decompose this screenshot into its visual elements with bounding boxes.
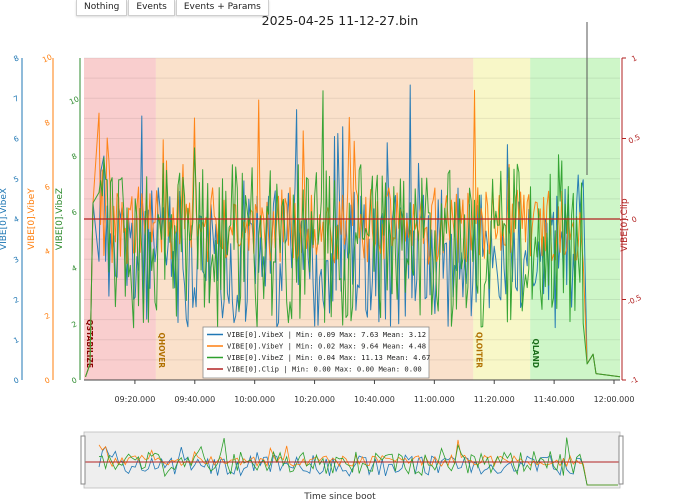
- legend-item-vibez: VIBE[0].VibeZ | Min: 0.04 Max: 11.13 Mea…: [227, 353, 430, 362]
- x-tick-label: 11:20.000: [474, 395, 515, 404]
- nothing-button[interactable]: Nothing: [76, 0, 128, 16]
- y-tick-label-vibex: 3: [12, 255, 20, 265]
- y-tick-label-vibey: 10: [41, 52, 54, 64]
- toolbar: Nothing Events Events + Params: [76, 0, 270, 16]
- events-params-button[interactable]: Events + Params: [175, 0, 269, 16]
- x-axis-title: Time since boot: [304, 492, 376, 502]
- y-tick-label-clip: -0.5: [626, 293, 643, 307]
- navigator-line-vibex: [98, 445, 618, 486]
- y-tick-label-vibez: 10: [68, 94, 81, 106]
- y-tick-label-vibey: 2: [43, 311, 51, 321]
- x-tick-label: 10:00.000: [234, 395, 275, 404]
- y-tick-label-vibex: 1: [12, 335, 20, 345]
- y-tick-label-vibez: 2: [70, 319, 78, 329]
- mode-label-qstabilize: QSTABILIZE: [85, 319, 94, 368]
- x-tick-label: 12:00.000: [594, 395, 635, 404]
- y-tick-label-vibez: 6: [70, 207, 78, 217]
- x-tick-label: 11:40.000: [534, 395, 575, 404]
- y-tick-label-vibex: 8: [12, 53, 20, 63]
- mode-label-qloiter: QLOITER: [474, 332, 483, 368]
- series-line-vibez: [85, 90, 621, 378]
- mode-label-qland: QLAND: [531, 339, 540, 368]
- y-tick-label-vibez: 8: [70, 151, 78, 161]
- x-tick-label: 09:40.000: [174, 395, 215, 404]
- y-axis-title-clip: VIBE[0].Clip: [620, 198, 630, 252]
- x-tick-label: 10:20.000: [294, 395, 335, 404]
- navigator-background: [83, 431, 621, 489]
- series-line-vibey: [85, 89, 621, 378]
- y-tick-label-vibex: 2: [12, 295, 20, 305]
- y-tick-label-vibex: 7: [12, 94, 20, 104]
- y-axis-title-vibex: VIBE[0].VibeX: [0, 188, 9, 250]
- legend-item-vibey: VIBE[0].VibeY | Min: 0.02 Max: 9.64 Mean…: [227, 342, 426, 351]
- y-tick-label-vibey: 4: [43, 246, 51, 256]
- navigator-handle-right[interactable]: [618, 435, 624, 485]
- x-tick-label: 10:40.000: [354, 395, 395, 404]
- navigator-line-vibez: [98, 437, 618, 486]
- y-tick-label-vibex: 4: [12, 214, 20, 224]
- y-axis-title-vibez: VIBE[0].VibeZ: [55, 188, 65, 250]
- x-tick-label: 09:20.000: [114, 395, 155, 404]
- x-tick-label: 11:00.000: [414, 395, 455, 404]
- plot-title: 2025-04-25 11-12-27.bin: [261, 13, 419, 28]
- y-tick-label-vibey: 0: [43, 375, 51, 385]
- mode-label-qhover: QHOVER: [157, 332, 166, 368]
- y-tick-label-clip: 0: [630, 214, 638, 224]
- y-tick-label-clip: -1: [629, 375, 640, 386]
- legend-item-vibex: VIBE[0].VibeX | Min: 0.09 Max: 7.63 Mean…: [227, 330, 426, 339]
- y-tick-label-vibey: 8: [43, 118, 51, 128]
- events-button[interactable]: Events: [128, 0, 175, 16]
- y-axis-title-vibey: VIBE[0].VibeY: [27, 188, 37, 250]
- navigator-line-vibey: [98, 439, 618, 486]
- y-tick-label-vibez: 4: [70, 263, 78, 273]
- y-tick-label-vibex: 6: [12, 134, 20, 144]
- y-tick-label-vibey: 6: [43, 182, 51, 192]
- y-tick-label-vibex: 0: [12, 375, 20, 385]
- y-tick-label-clip: 1: [630, 53, 638, 63]
- y-tick-label-vibez: 0: [70, 375, 78, 385]
- y-tick-label-vibex: 5: [12, 174, 20, 184]
- legend: VIBE[0].VibeX | Min: 0.09 Max: 7.63 Mean…: [202, 326, 430, 379]
- navigator-handle-left[interactable]: [80, 435, 86, 485]
- legend-item-clip: VIBE[0].Clip | Min: 0.00 Max: 0.00 Mean:…: [227, 365, 422, 374]
- legend-box: [202, 326, 430, 379]
- y-tick-label-clip: 0.5: [627, 132, 642, 145]
